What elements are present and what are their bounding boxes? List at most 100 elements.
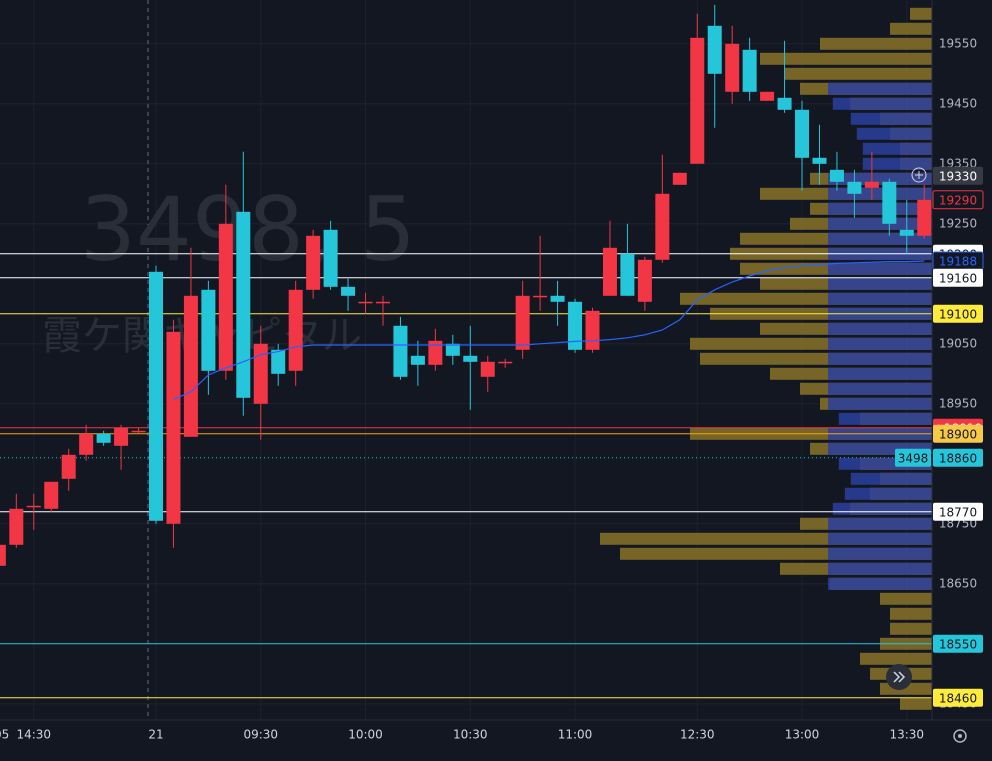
- price-badge-label: 19330: [939, 169, 977, 183]
- profile-bar: [890, 607, 932, 620]
- candle-body: [253, 343, 268, 404]
- value-area: [828, 397, 932, 410]
- profile-bar: [890, 622, 932, 635]
- scroll-button[interactable]: [886, 664, 912, 690]
- candle-body: [917, 199, 932, 236]
- candle-body: [829, 169, 844, 182]
- candle-body: [114, 427, 129, 446]
- profile-bar: [820, 37, 932, 50]
- profile-bar: [890, 22, 932, 35]
- candle-body: [463, 355, 478, 362]
- candle-body: [812, 157, 827, 164]
- price-badge: [933, 634, 983, 653]
- candle-body: [899, 229, 914, 236]
- x-tick-label: 14:30: [16, 728, 51, 742]
- settings-button[interactable]: [953, 729, 967, 743]
- gear-center[interactable]: [958, 734, 962, 738]
- value-area: [832, 502, 932, 515]
- value-area: [862, 142, 932, 155]
- add-alert-button[interactable]: [911, 167, 927, 183]
- candle-body: [533, 295, 548, 298]
- value-area: [828, 217, 932, 230]
- candle-body: [166, 331, 181, 524]
- candle-body: [760, 91, 775, 101]
- gear[interactable]: [953, 729, 967, 743]
- value-area: [862, 157, 932, 170]
- candle-body: [218, 223, 233, 371]
- value-area: [828, 517, 932, 530]
- tag-badge: [895, 448, 931, 467]
- price-badge: [933, 688, 983, 707]
- x-tick-label: 10:00: [348, 728, 383, 742]
- candle-body: [480, 361, 495, 377]
- y-tick-label: 19450: [939, 96, 977, 110]
- candle-body: [620, 253, 635, 296]
- value-area: [828, 352, 932, 365]
- plus-sign[interactable]: [915, 171, 923, 179]
- value-area: [828, 187, 932, 200]
- x-tick-label: 10:30: [453, 728, 488, 742]
- value-area: [856, 127, 932, 140]
- candle-body: [428, 340, 443, 365]
- candle-body: [201, 289, 216, 371]
- candle-body: [515, 295, 530, 350]
- candle-body: [288, 289, 303, 371]
- price-badge: [933, 448, 983, 467]
- x-tick-label: 13:30: [889, 728, 924, 742]
- candle-body: [358, 301, 373, 304]
- y-tick-label: 19050: [939, 336, 977, 350]
- candle-body: [306, 235, 321, 290]
- price-badge: [932, 190, 984, 210]
- price-badge: [933, 268, 983, 287]
- candle-body: [44, 481, 59, 509]
- x-tick-label: 21: [148, 728, 163, 742]
- candle-body: [882, 181, 897, 224]
- candle-body: [742, 49, 757, 92]
- value-area: [828, 577, 932, 590]
- candle-body: [585, 310, 600, 350]
- candle-body: [393, 325, 408, 377]
- price-badge-label: 18860: [939, 451, 977, 465]
- candle-body: [707, 25, 722, 74]
- candle-body: [236, 211, 251, 398]
- candle-body: [79, 433, 94, 455]
- value-area: [828, 337, 932, 350]
- candle-body: [183, 295, 198, 437]
- price-badge-label: 18460: [939, 691, 977, 705]
- x-tick-label: 11:00: [558, 728, 593, 742]
- candle-body: [847, 181, 862, 194]
- value-area: [828, 277, 932, 290]
- candle-body: [26, 505, 41, 508]
- candle-body: [550, 295, 565, 302]
- y-tick-label: 19550: [939, 36, 977, 50]
- plus-icon[interactable]: [911, 167, 927, 183]
- profile-bar: [880, 592, 932, 605]
- x-tick-label: 13:00: [785, 728, 820, 742]
- value-area: [828, 562, 932, 575]
- value-area: [828, 367, 932, 380]
- candle-body: [96, 433, 111, 443]
- scroll-icon[interactable]: [893, 671, 906, 683]
- candle-body: [795, 109, 810, 158]
- profile-bar: [760, 52, 932, 65]
- candle-body: [341, 286, 356, 296]
- edge-label: 05: [0, 728, 9, 742]
- candle-body: [149, 271, 163, 521]
- y-tick-label: 19250: [939, 216, 977, 230]
- candle-body: [0, 544, 6, 566]
- value-area: [844, 487, 932, 500]
- candle-body: [61, 454, 76, 479]
- profile-bar: [910, 7, 932, 20]
- price-badge-label: 19188: [939, 255, 977, 269]
- price-badge-label: 19290: [939, 193, 977, 207]
- candle-body: [602, 247, 617, 296]
- candle-body: [725, 43, 740, 92]
- vwap-line: [173, 260, 925, 401]
- candle-body: [9, 508, 24, 545]
- price-badge: [933, 304, 983, 323]
- candle-body: [637, 259, 652, 302]
- candle-body: [568, 301, 583, 350]
- candle-body: [864, 181, 879, 188]
